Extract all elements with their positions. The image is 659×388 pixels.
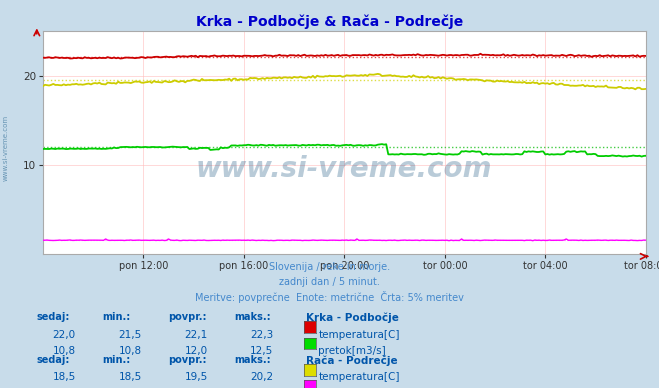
Text: 21,5: 21,5	[119, 330, 142, 340]
Text: 22,1: 22,1	[185, 330, 208, 340]
Text: sedaj:: sedaj:	[36, 355, 70, 365]
Text: temperatura[C]: temperatura[C]	[318, 372, 400, 383]
Text: Slovenija / reke in morje.: Slovenija / reke in morje.	[269, 262, 390, 272]
Text: 10,8: 10,8	[53, 346, 76, 356]
Text: 22,3: 22,3	[250, 330, 273, 340]
Text: min.:: min.:	[102, 312, 130, 322]
Text: pretok[m3/s]: pretok[m3/s]	[318, 346, 386, 356]
Text: povpr.:: povpr.:	[168, 312, 206, 322]
Text: 12,5: 12,5	[250, 346, 273, 356]
Text: maks.:: maks.:	[234, 312, 271, 322]
Text: maks.:: maks.:	[234, 355, 271, 365]
Text: www.si-vreme.com: www.si-vreme.com	[2, 114, 9, 180]
Text: Krka - Podbočje & Rača - Podrečje: Krka - Podbočje & Rača - Podrečje	[196, 15, 463, 29]
Text: 19,5: 19,5	[185, 372, 208, 383]
Text: Meritve: povprečne  Enote: metrične  Črta: 5% meritev: Meritve: povprečne Enote: metrične Črta:…	[195, 291, 464, 303]
Text: 20,2: 20,2	[250, 372, 273, 383]
Text: Krka - Podbočje: Krka - Podbočje	[306, 312, 399, 323]
Text: 18,5: 18,5	[53, 372, 76, 383]
Text: povpr.:: povpr.:	[168, 355, 206, 365]
Text: 22,0: 22,0	[53, 330, 76, 340]
Text: Rača - Podrečje: Rača - Podrečje	[306, 355, 398, 365]
Text: temperatura[C]: temperatura[C]	[318, 330, 400, 340]
Text: zadnji dan / 5 minut.: zadnji dan / 5 minut.	[279, 277, 380, 287]
Text: 18,5: 18,5	[119, 372, 142, 383]
Text: 12,0: 12,0	[185, 346, 208, 356]
Text: 10,8: 10,8	[119, 346, 142, 356]
Text: min.:: min.:	[102, 355, 130, 365]
Text: www.si-vreme.com: www.si-vreme.com	[196, 155, 492, 184]
Text: sedaj:: sedaj:	[36, 312, 70, 322]
